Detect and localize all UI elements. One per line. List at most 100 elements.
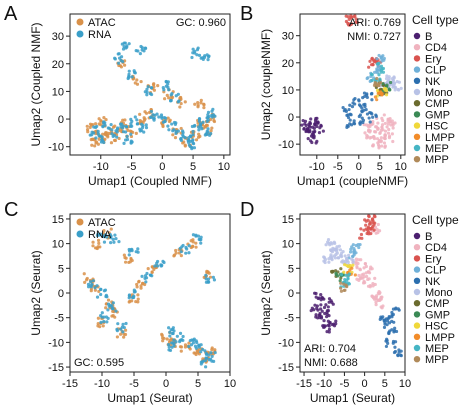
point-RNA: [132, 288, 136, 292]
point-B: [327, 297, 332, 301]
legend-marker-Mono: [413, 288, 421, 296]
point-Ery: [369, 227, 373, 231]
legend-label: CD4: [425, 42, 447, 54]
point-MEP: [375, 62, 379, 66]
y-axis-label: Umap2 (Seurat): [29, 250, 43, 335]
point-ATAC: [119, 332, 123, 336]
x-tick-label: -15: [296, 378, 312, 390]
point-RNA: [136, 247, 140, 251]
point-CMP: [331, 269, 335, 273]
point-Mono: [397, 80, 401, 84]
legend-marker-CMP: [413, 300, 421, 307]
point-Ery: [369, 231, 373, 236]
point-RNA: [138, 52, 142, 56]
point-RNA: [197, 117, 202, 121]
point-RNA: [121, 47, 126, 51]
point-ATAC: [123, 260, 128, 264]
point-MPP: [344, 283, 348, 287]
x-tick-label: 10: [395, 161, 407, 173]
point-CD4: [376, 127, 380, 131]
point-RNA: [91, 279, 95, 283]
point-RNA: [184, 251, 188, 255]
point-ATAC: [104, 117, 108, 122]
point-ATAC: [101, 324, 105, 328]
point-RNA: [124, 125, 129, 129]
point-Mono: [333, 256, 338, 260]
point-CD4: [359, 276, 363, 280]
point-B: [313, 303, 317, 307]
y-tick-label: -10: [278, 337, 294, 349]
y-tick-label: -10: [278, 139, 294, 151]
point-RNA: [139, 44, 143, 49]
point-CD4: [366, 270, 371, 274]
point-RNA: [155, 112, 159, 116]
point-RNA: [103, 121, 107, 125]
point-RNA: [127, 69, 131, 73]
point-RNA: [187, 138, 191, 142]
point-ATAC: [193, 102, 197, 106]
point-NK: [365, 112, 370, 116]
point-CD4: [360, 273, 364, 277]
point-RNA: [155, 261, 159, 265]
point-ATAC: [194, 245, 198, 249]
point-B: [314, 295, 318, 299]
point-RNA: [191, 233, 196, 237]
point-CD4: [363, 262, 367, 266]
point-ATAC: [150, 270, 154, 274]
point-ATAC: [191, 244, 195, 248]
point-ATAC: [196, 100, 200, 105]
point-ATAC: [135, 78, 139, 82]
point-RNA: [161, 86, 165, 90]
point-Ery: [359, 232, 364, 237]
point-RNA: [94, 136, 98, 140]
plot-frame: [299, 13, 406, 156]
point-RNA: [210, 109, 214, 113]
point-RNA: [176, 92, 180, 96]
point-RNA: [144, 46, 148, 50]
point-RNA: [107, 126, 111, 130]
point-Ery: [354, 17, 358, 21]
point-RNA: [127, 249, 132, 253]
point-CD4: [372, 297, 377, 301]
point-RNA: [192, 337, 196, 341]
point-B: [313, 118, 318, 122]
point-ATAC: [83, 280, 87, 284]
point-RNA: [206, 280, 210, 284]
point-ATAC: [102, 116, 106, 120]
point-Ery: [368, 59, 372, 63]
point-RNA: [200, 127, 204, 131]
point-ATAC: [128, 299, 132, 303]
point-NK: [351, 101, 355, 105]
point-ATAC: [179, 349, 183, 353]
panel-letter: A: [4, 3, 18, 25]
point-RNA: [213, 114, 217, 118]
point-RNA: [191, 51, 195, 55]
y-tick-label: 20: [52, 59, 64, 71]
point-RNA: [146, 85, 150, 89]
point-CD4: [357, 273, 361, 278]
point-RNA: [197, 344, 201, 348]
point-RNA: [210, 113, 214, 118]
point-ATAC: [110, 314, 114, 318]
point-MPP: [373, 82, 377, 86]
y-tick-label: 15: [282, 214, 294, 226]
point-ATAC: [169, 337, 173, 341]
point-RNA: [127, 293, 132, 297]
point-ATAC: [133, 81, 137, 85]
point-RNA: [130, 124, 134, 128]
legend-label: CLP: [425, 265, 446, 277]
gc-score: GC: 0.595: [74, 357, 124, 369]
point-ATAC: [136, 297, 140, 301]
point-ATAC: [173, 136, 178, 140]
point-CD4: [362, 275, 366, 279]
point-ATAC: [121, 118, 125, 122]
point-Mono: [330, 255, 334, 259]
point-RNA: [206, 113, 210, 117]
legend-marker-Mono: [413, 88, 421, 96]
legend-label: Ery: [425, 53, 442, 65]
point-RNA: [113, 233, 117, 237]
point-ATAC: [194, 241, 198, 245]
point-RNA: [191, 47, 195, 51]
point-ATAC: [146, 267, 150, 271]
